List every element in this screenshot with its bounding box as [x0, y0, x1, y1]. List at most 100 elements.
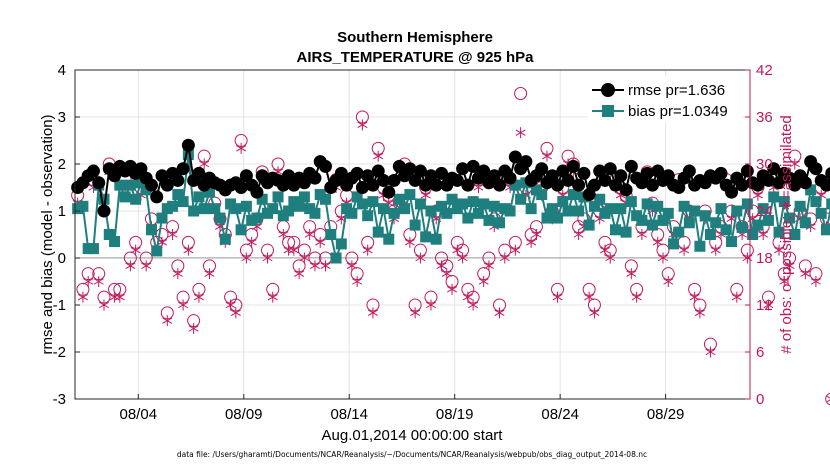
assimilated-obs-point [605, 252, 616, 264]
assimilated-obs-point [199, 158, 210, 170]
bias-point [441, 207, 453, 219]
assimilated-obs-point [225, 299, 236, 311]
assimilated-obs-stroke [784, 262, 795, 270]
bias-point [462, 212, 474, 224]
assimilated-obs-point [752, 189, 763, 201]
assimilated-obs-point [357, 119, 368, 131]
assimilated-obs-point [800, 268, 811, 280]
assimilated-obs-stroke [626, 270, 637, 277]
bias-point [699, 210, 711, 222]
assimilated-obs-point [141, 260, 152, 272]
assimilated-obs-point [346, 260, 357, 272]
assimilated-obs-stroke [98, 301, 110, 309]
bias-point [726, 236, 738, 248]
left-tick-label: 1 [58, 203, 66, 220]
right-tick-label: 30 [756, 156, 773, 173]
rmse-point [551, 178, 565, 192]
right-tick-label: 24 [756, 203, 773, 220]
rmse-point [192, 166, 206, 180]
assimilated-obs-stroke [346, 262, 357, 270]
bias-point [472, 207, 484, 219]
bias-point [372, 226, 384, 238]
assimilated-obs-stroke [452, 246, 463, 254]
assimilated-obs-point [309, 260, 320, 272]
assimilated-obs-point [114, 291, 125, 303]
bias-point [509, 179, 521, 191]
bias-point [140, 184, 152, 196]
assimilated-obs-stroke [810, 278, 821, 285]
x-tick-label: 08/29 [647, 406, 685, 423]
bias-point [393, 193, 405, 205]
assimilated-obs-stroke [199, 160, 210, 168]
bias-point [446, 193, 458, 205]
assimilated-obs-stroke [779, 278, 790, 285]
rmse-point [587, 178, 601, 192]
bias-point [710, 217, 722, 229]
rmse-point [461, 178, 475, 192]
assimilated-obs-stroke [689, 293, 700, 301]
assimilated-obs-point [462, 291, 473, 303]
bias-point [156, 212, 168, 224]
bias-point [762, 214, 774, 226]
assimilated-obs-stroke [789, 160, 800, 168]
bias-point [668, 238, 680, 250]
assimilated-obs-point [130, 244, 141, 256]
x-axis-label: Aug.01,2014 00:00:00 start [322, 427, 504, 444]
rmse-point [308, 171, 322, 185]
bias-point [504, 205, 516, 217]
legend-rmse-label: rmse pr=1.636 [628, 82, 725, 99]
bias-point [135, 177, 147, 189]
bias-point [694, 240, 706, 252]
bias-point [752, 219, 764, 231]
bias-point [678, 200, 690, 212]
bias-point [436, 200, 448, 212]
assimilated-obs-point [172, 268, 183, 280]
rmse-point [767, 162, 781, 176]
rmse-point [318, 159, 332, 173]
rmse-point [403, 162, 417, 176]
assimilated-obs-point [241, 252, 252, 264]
possible-obs-point [825, 392, 830, 406]
assimilated-obs-point [236, 142, 247, 154]
assimilated-obs-point [636, 229, 647, 240]
rmse-point [740, 164, 754, 178]
assimilated-obs-point [278, 229, 289, 240]
rmse-point [577, 166, 591, 180]
right-tick-label: 18 [756, 250, 773, 267]
bias-point [214, 212, 226, 224]
bias-point [298, 191, 310, 203]
bias-point [351, 191, 363, 203]
assimilated-obs-point [552, 291, 563, 303]
bias-point [283, 205, 295, 217]
assimilated-obs-stroke [230, 309, 241, 317]
assimilated-obs-stroke [663, 278, 674, 285]
assimilated-obs-point [162, 315, 173, 327]
x-tick-label: 08/19 [436, 406, 474, 423]
assimilated-obs-stroke [114, 293, 125, 301]
left-tick-label: 0 [58, 250, 66, 267]
assimilated-obs-stroke [605, 254, 616, 262]
bias-point [367, 196, 379, 208]
right-tick-label: 6 [756, 344, 764, 361]
rmse-point [477, 164, 491, 178]
bias-point [815, 207, 827, 219]
assimilated-obs-point [631, 291, 642, 303]
x-tick-label: 08/09 [225, 406, 263, 423]
bias-point [293, 200, 305, 212]
assimilated-obs-stroke [278, 231, 289, 238]
assimilated-obs-stroke [373, 152, 384, 160]
assimilated-obs-stroke [599, 246, 610, 254]
assimilated-obs-point [204, 268, 215, 280]
bias-point [172, 189, 184, 201]
bias-point [768, 191, 780, 203]
rmse-point [572, 178, 586, 192]
rmse-point [382, 185, 396, 199]
rmse-point [519, 155, 533, 169]
assimilated-obs-point [584, 291, 595, 303]
y-axis-label-right: # of obs: o=possible; ∗=assimilated [778, 115, 795, 354]
assimilated-obs-point [457, 252, 468, 264]
rmse-point [603, 162, 617, 176]
bias-point [673, 226, 685, 238]
bias-point [757, 203, 769, 215]
bias-point [789, 229, 801, 240]
